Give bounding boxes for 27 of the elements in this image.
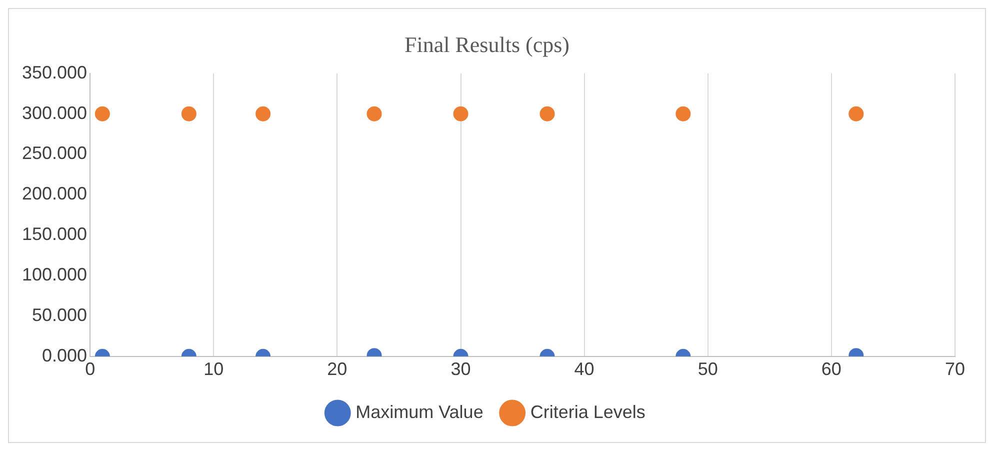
x-tick-label: 30: [450, 359, 471, 380]
point: [256, 106, 271, 122]
y-tick-label: 250.000: [22, 143, 88, 164]
y-tick-label: 350.000: [22, 62, 88, 82]
point: [366, 106, 382, 122]
legend-label: Criteria Levels: [530, 402, 646, 422]
chart-title: Final Results (cps): [404, 32, 570, 57]
point: [181, 106, 196, 122]
x-tick-label: 60: [821, 359, 842, 380]
y-tick-label: 0.000: [42, 345, 88, 366]
y-tick-label: 100.000: [22, 264, 88, 285]
x-tick-label: 20: [327, 359, 348, 380]
legend-label: Maximum Value: [356, 402, 484, 422]
point: [453, 106, 468, 122]
x-tick-label: 40: [574, 359, 594, 380]
y-tick-label: 300.000: [22, 102, 88, 123]
x-tick-label: 10: [204, 359, 224, 380]
x-tick-label: 70: [944, 359, 966, 380]
y-tick-label: 200.000: [22, 184, 88, 204]
x-tick-label: 0: [85, 359, 96, 380]
point: [540, 106, 555, 122]
y-tick-label: 150.000: [22, 224, 88, 244]
point: [848, 106, 864, 122]
x-tick-label: 50: [698, 359, 718, 380]
y-tick-label: 50.000: [32, 304, 88, 325]
point: [676, 106, 691, 122]
point: [94, 106, 110, 122]
